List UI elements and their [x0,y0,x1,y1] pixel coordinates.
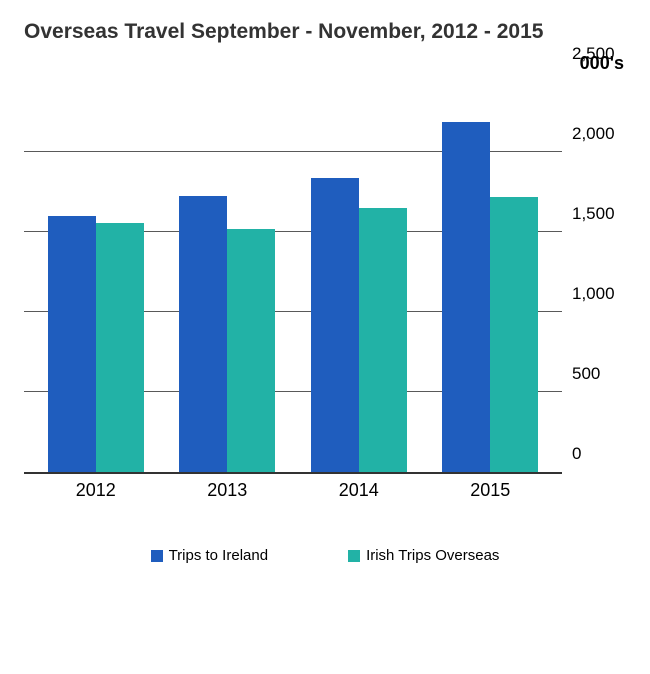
bar [490,197,538,472]
y-tick-label: 2,000 [572,124,615,144]
y-unit-label: 000's [24,53,626,74]
bar [311,178,359,472]
legend-label: Irish Trips Overseas [366,547,499,564]
plot-area-wrap: 2012201320142015 [24,74,562,501]
y-axis: 05001,0001,5002,0002,500 [562,74,626,474]
bar [359,208,407,472]
x-tick-label: 2012 [30,480,162,501]
bar-group [30,216,162,472]
y-tick-label: 500 [572,364,600,384]
y-tick-label: 0 [572,444,581,464]
bar [227,229,275,472]
bar [442,122,490,472]
x-tick-label: 2015 [425,480,557,501]
chart-body: 2012201320142015 05001,0001,5002,0002,50… [24,74,626,501]
bar [179,196,227,473]
bar [96,223,144,473]
x-axis: 2012201320142015 [24,474,562,501]
legend-item: Irish Trips Overseas [348,547,499,564]
bar-group [162,196,294,473]
bar [48,216,96,472]
legend: Trips to Ireland Irish Trips Overseas [24,547,626,564]
x-tick-label: 2014 [293,480,425,501]
y-tick-label: 1,500 [572,204,615,224]
chart-title: Overseas Travel September - November, 20… [24,18,626,45]
bar-group [425,122,557,472]
x-tick-label: 2013 [162,480,294,501]
legend-swatch [151,550,163,562]
y-tick-label: 2,500 [572,44,615,64]
y-tick-label: 1,000 [572,284,615,304]
legend-label: Trips to Ireland [169,547,269,564]
bars-container [24,122,562,472]
bar-group [293,178,425,472]
legend-swatch [348,550,360,562]
legend-item: Trips to Ireland [151,547,269,564]
plot-area [24,74,562,474]
